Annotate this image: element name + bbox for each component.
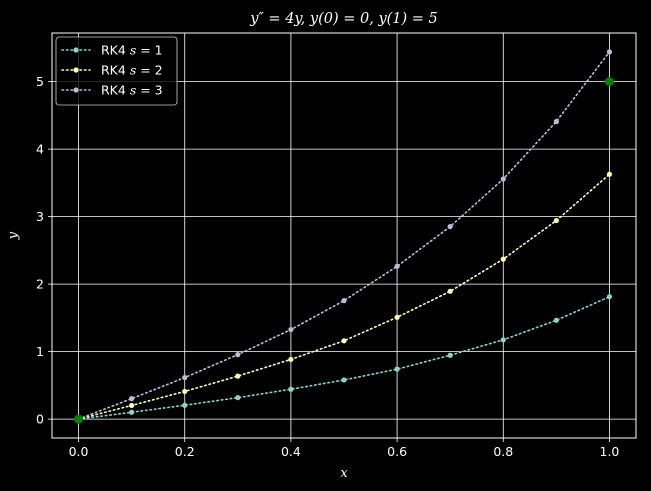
- legend-label: RK4 s = 3: [101, 83, 163, 98]
- data-point: [553, 317, 559, 323]
- legend-swatch-marker: [73, 67, 79, 73]
- data-point: [288, 326, 294, 333]
- y-tick-label: 3: [36, 209, 44, 224]
- data-point: [341, 377, 347, 383]
- legend-label: RK4 s = 1: [101, 43, 163, 58]
- tick-layer: 0.0 0.2 0.4 0.6 0.8 1.0 0 1 2 3 4 5: [36, 74, 619, 459]
- data-point: [129, 409, 135, 415]
- data-point: [606, 171, 613, 177]
- series-3: [75, 49, 613, 422]
- y-tick-label: 2: [36, 277, 44, 292]
- boundary-layer: [74, 77, 614, 424]
- data-point: [129, 396, 135, 402]
- data-point: [182, 388, 188, 395]
- x-tick-label: 0.6: [387, 444, 407, 459]
- data-point: [553, 118, 559, 125]
- y-axis-label: y: [6, 231, 21, 240]
- y-tick-label: 4: [36, 142, 44, 157]
- data-point: [341, 338, 347, 344]
- data-point: [606, 49, 613, 55]
- data-point: [394, 366, 400, 372]
- chart-title: y″ = 4y, y(0) = 0, y(1) = 5: [249, 11, 438, 27]
- plot-frame: [51, 32, 637, 439]
- y-tick-label: 5: [36, 74, 44, 89]
- legend-label: RK4 s = 2: [101, 63, 163, 78]
- data-point: [606, 294, 613, 300]
- data-point: [182, 374, 188, 381]
- y-tick-label: 0: [36, 412, 44, 427]
- data-point: [235, 373, 241, 379]
- series-2: [75, 171, 613, 422]
- series-line: [77, 295, 611, 420]
- data-point: [447, 288, 453, 294]
- data-point: [288, 386, 294, 392]
- data-point: [447, 223, 453, 230]
- data-point: [182, 402, 188, 408]
- data-point: [394, 263, 400, 269]
- boundary-point: [74, 414, 84, 424]
- series-1: [75, 294, 613, 422]
- data-point: [500, 337, 506, 343]
- legend-box: [55, 36, 178, 106]
- series-line: [77, 51, 611, 420]
- x-tick-label: 0.0: [69, 444, 89, 459]
- data-point: [500, 176, 506, 182]
- legend-swatch-marker: [73, 47, 79, 53]
- data-point: [394, 314, 400, 320]
- data-point: [288, 356, 294, 363]
- data-point: [500, 256, 506, 262]
- data-point: [235, 352, 241, 358]
- series-layer: [75, 49, 613, 422]
- legend: RK4 s = 1 RK4 s = 2 RK4 s = 3: [55, 36, 178, 106]
- x-tick-label: 0.2: [175, 444, 195, 459]
- data-point: [553, 217, 559, 224]
- x-tick-label: 0.8: [493, 444, 513, 459]
- x-tick-label: 0.4: [281, 444, 301, 459]
- boundary-point: [604, 77, 614, 87]
- data-point: [235, 395, 241, 401]
- series-line: [77, 173, 611, 420]
- x-tick-label: 1.0: [600, 444, 620, 459]
- data-point: [129, 402, 135, 409]
- x-axis-label: x: [340, 466, 348, 481]
- data-point: [341, 298, 347, 304]
- y-tick-label: 1: [36, 344, 44, 359]
- data-point: [447, 352, 453, 358]
- legend-swatch-marker: [73, 87, 79, 93]
